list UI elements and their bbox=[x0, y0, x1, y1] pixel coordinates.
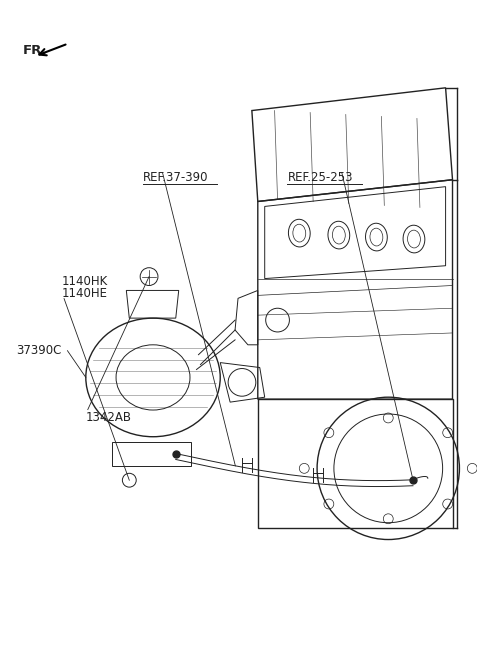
Text: 1342AB: 1342AB bbox=[86, 411, 132, 424]
Text: 1140HE: 1140HE bbox=[62, 287, 108, 300]
Text: REF.25-253: REF.25-253 bbox=[288, 171, 353, 184]
Text: FR.: FR. bbox=[23, 44, 48, 57]
Text: 1140HK: 1140HK bbox=[62, 275, 108, 288]
Text: REF.37-390: REF.37-390 bbox=[143, 171, 208, 184]
Text: 37390C: 37390C bbox=[16, 344, 61, 358]
